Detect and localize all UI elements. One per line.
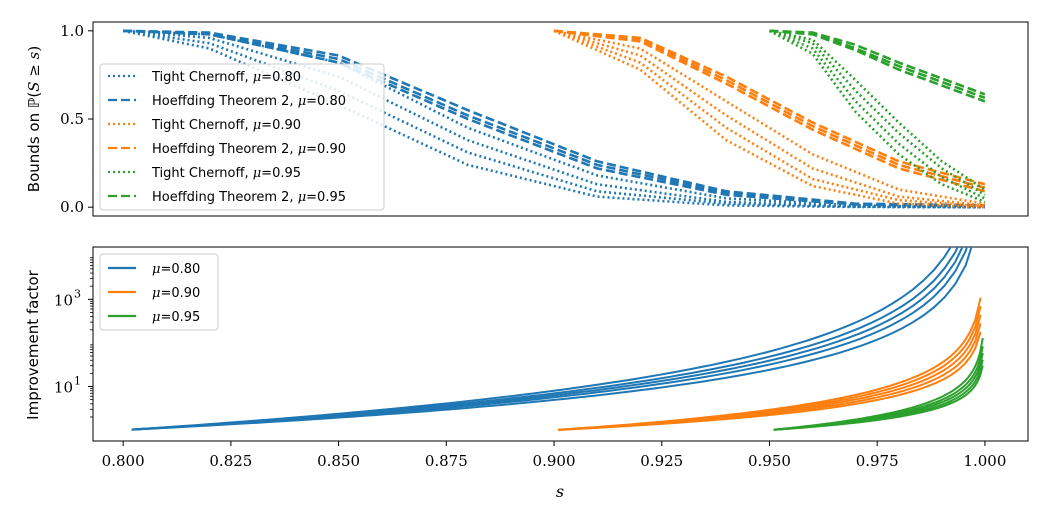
top-y-label: Bounds on ℙ(S ≥ s): [25, 46, 43, 192]
bottom-legend-box: [99, 253, 219, 331]
bottom-x-label: s: [556, 482, 564, 501]
bottom-y-tick-label: 10: [54, 291, 73, 309]
bottom-y-tick-label: 10: [54, 379, 73, 397]
top-legend-label: Hoeffding Theorem 2, μ=0.90: [152, 142, 346, 157]
top-line-4-1: [769, 29, 986, 196]
top-series-lines: [122, 29, 986, 209]
top-legend-label: Tight Chernoff, μ=0.90: [151, 118, 301, 133]
top-line-5-0: [769, 29, 986, 96]
top-legend-label: Hoeffding Theorem 2, μ=0.80: [152, 94, 346, 109]
top-y-ticks: 0.0 0.5 1.0: [60, 22, 93, 216]
top-legend-label: Tight Chernoff, μ=0.80: [151, 70, 301, 85]
top-line-2-1: [553, 29, 986, 207]
bottom-x-tick-label: 0.800: [102, 452, 145, 470]
top-line-2-0: [553, 29, 986, 205]
bottom-x-ticks: 0.800 0.825 0.850 0.875 0.900 0.925 0.950 0.975…: [102, 441, 1006, 470]
bottom-y-tick-exponent: 3: [74, 287, 81, 300]
top-line-5-1: [769, 29, 986, 100]
top-legend-label: Tight Chernoff, μ=0.95: [151, 166, 301, 181]
bottom-axes-frame: [92, 246, 1029, 442]
top-legend-box: [99, 63, 385, 211]
bottom-legend: μ=0.80 μ=0.90 μ=0.95: [99, 253, 219, 331]
bottom-x-tick-label: 0.975: [856, 452, 899, 470]
bottom-x-tick-label: 0.875: [425, 452, 468, 470]
top-line-3-1: [553, 29, 986, 190]
bottom-line-0-4: [131, 247, 973, 431]
top-line-2-2: [553, 29, 985, 208]
top-line-3-2: [553, 29, 986, 193]
bottom-line-2-4: [773, 365, 984, 431]
top-line-4-0: [769, 29, 986, 191]
top-line-0-1: [123, 29, 985, 209]
bottom-line-1-4: [558, 331, 982, 431]
top-y-tick-label: 1.0: [60, 22, 84, 40]
bottom-x-tick-label: 0.825: [209, 452, 252, 470]
bottom-series-lines: [131, 247, 984, 431]
top-line-3-0: [553, 29, 986, 186]
top-legend-label: Hoeffding Theorem 2, μ=0.95: [152, 190, 346, 205]
bottom-x-tick-label: 1.000: [963, 452, 1006, 470]
top-line-4-3: [768, 29, 986, 204]
top-panel: 0.0 0.5 1.0 Bounds on ℙ(S ≥ s) Tight Chern…: [25, 21, 1029, 217]
top-line-2-3: [553, 29, 985, 209]
top-line-1-2: [123, 29, 985, 208]
bottom-y-label: Improvement factor: [24, 269, 42, 419]
bottom-x-tick-label: 0.900: [533, 452, 576, 470]
bottom-x-tick-label: 0.925: [640, 452, 683, 470]
top-y-tick-label: 0.0: [60, 198, 84, 216]
bottom-line-0-1: [131, 247, 959, 431]
bottom-legend-label: μ=0.90: [152, 286, 200, 301]
bottom-legend-label: μ=0.95: [152, 310, 200, 325]
top-line-5-2: [769, 29, 986, 103]
bottom-x-tick-label: 0.950: [748, 452, 791, 470]
top-legend: Tight Chernoff, μ=0.80 Hoeffding Theorem …: [99, 63, 385, 211]
bottom-x-tick-label: 0.850: [317, 452, 360, 470]
top-y-tick-label: 0.5: [60, 110, 84, 128]
bottom-legend-label: μ=0.80: [152, 262, 200, 277]
bottom-y-tick-exponent: 1: [74, 375, 81, 388]
